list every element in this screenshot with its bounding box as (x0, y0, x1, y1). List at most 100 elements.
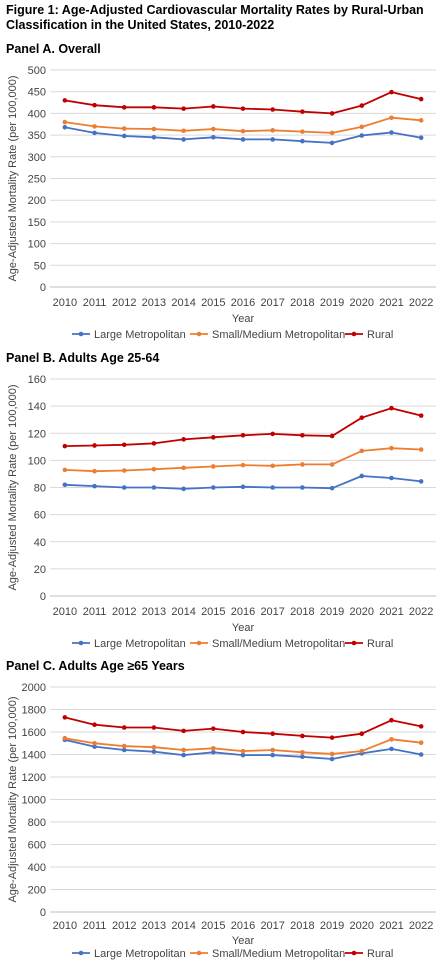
x-tick-label: 2016 (231, 297, 255, 309)
data-point-rural (92, 722, 97, 727)
y-tick-label: 1600 (22, 727, 46, 739)
data-point-rural (62, 98, 68, 103)
legend-label-small: Small/Medium Metropolitan (212, 638, 345, 650)
data-point-large (62, 124, 68, 130)
data-point-small (62, 467, 68, 473)
data-point-rural (359, 103, 365, 108)
data-point-rural (181, 437, 186, 442)
y-axis-label: Age-Adjusted Mortality Rate (per 100,000… (7, 696, 19, 902)
panel-c-title: Panel C. Adults Age ≥65 Years (6, 659, 185, 673)
y-tick-label: 60 (34, 510, 46, 522)
data-point-small (62, 119, 68, 125)
data-point-large (389, 130, 394, 135)
data-point-small (359, 124, 365, 130)
y-tick-label: 450 (28, 87, 46, 99)
y-tick-label: 400 (28, 108, 46, 120)
data-point-large (329, 485, 335, 491)
panel-b-title: Panel B. Adults Age 25-64 (6, 351, 160, 365)
data-point-small (418, 118, 424, 123)
data-point-large (270, 485, 275, 490)
x-axis-label: Year (232, 313, 255, 325)
data-point-rural (211, 726, 216, 731)
y-tick-label: 1200 (22, 772, 46, 784)
data-point-large (181, 486, 186, 492)
x-tick-label: 2013 (142, 606, 166, 618)
data-point-rural (300, 432, 305, 438)
data-point-small (418, 740, 424, 745)
legend-marker-small (196, 640, 202, 646)
y-tick-label: 80 (34, 483, 46, 495)
x-tick-label: 2014 (171, 606, 195, 618)
legend-label-large: Large Metropolitan (94, 329, 186, 341)
x-tick-label: 2021 (379, 920, 403, 932)
data-point-rural (270, 107, 275, 112)
legend-label-small: Small/Medium Metropolitan (212, 329, 345, 341)
series-line-rural (64, 716, 422, 739)
data-point-rural (329, 111, 335, 116)
data-point-large (270, 137, 275, 142)
data-point-large (359, 133, 365, 138)
y-tick-label: 2000 (22, 682, 46, 694)
x-tick-label: 2017 (260, 606, 284, 618)
x-tick-label: 2016 (231, 606, 255, 618)
legend-label-rural: Rural (367, 329, 393, 341)
data-point-large (121, 485, 127, 490)
y-tick-label: 350 (28, 130, 46, 142)
x-tick-label: 2014 (171, 920, 195, 932)
legend-marker-rural (351, 640, 357, 646)
x-tick-label: 2015 (201, 606, 225, 618)
data-point-small (121, 743, 127, 749)
y-tick-label: 1800 (22, 705, 46, 717)
y-tick-label: 1000 (22, 795, 46, 807)
data-point-rural (300, 733, 305, 739)
data-point-rural (181, 106, 186, 111)
x-axis-label: Year (232, 622, 255, 634)
x-tick-label: 2022 (409, 606, 433, 618)
series-line-rural (64, 407, 422, 447)
x-tick-label: 2020 (350, 297, 374, 309)
y-tick-label: 100 (28, 455, 46, 467)
data-point-rural (418, 413, 424, 418)
data-point-rural (92, 102, 97, 108)
data-point-rural (211, 104, 216, 109)
data-point-small (389, 115, 394, 121)
data-point-small (211, 746, 216, 751)
data-point-large (359, 473, 365, 479)
data-point-small (92, 468, 97, 474)
y-tick-label: 40 (34, 537, 46, 549)
data-point-large (240, 484, 246, 490)
data-point-rural (389, 89, 394, 95)
legend-marker-small (196, 331, 202, 337)
data-point-small (329, 130, 335, 136)
data-point-large (211, 749, 216, 755)
data-point-rural (240, 106, 246, 111)
y-tick-label: 140 (28, 401, 46, 413)
data-point-large (121, 747, 127, 753)
y-tick-label: 0 (40, 907, 46, 919)
data-point-large (211, 134, 216, 140)
data-point-small (151, 466, 157, 472)
y-tick-label: 250 (28, 174, 46, 186)
data-point-small (329, 462, 335, 467)
x-tick-label: 2016 (231, 920, 255, 932)
legend-marker-large (78, 640, 84, 646)
x-tick-label: 2013 (142, 920, 166, 932)
data-point-large (151, 485, 157, 490)
legend-marker-rural (351, 950, 357, 956)
x-tick-label: 2021 (379, 297, 403, 309)
data-point-rural (270, 731, 275, 736)
data-point-rural (92, 443, 97, 448)
legend-label-rural: Rural (367, 948, 393, 960)
x-tick-label: 2019 (320, 920, 344, 932)
x-tick-label: 2017 (260, 297, 284, 309)
y-tick-label: 0 (40, 591, 46, 603)
legend-label-rural: Rural (367, 638, 393, 650)
x-axis-label: Year (232, 935, 255, 947)
x-tick-label: 2017 (260, 920, 284, 932)
data-point-small (121, 126, 127, 131)
data-point-small (270, 747, 275, 753)
x-tick-label: 2014 (171, 297, 195, 309)
x-tick-label: 2020 (350, 606, 374, 618)
x-tick-label: 2012 (112, 920, 136, 932)
legend-marker-large (78, 950, 84, 956)
